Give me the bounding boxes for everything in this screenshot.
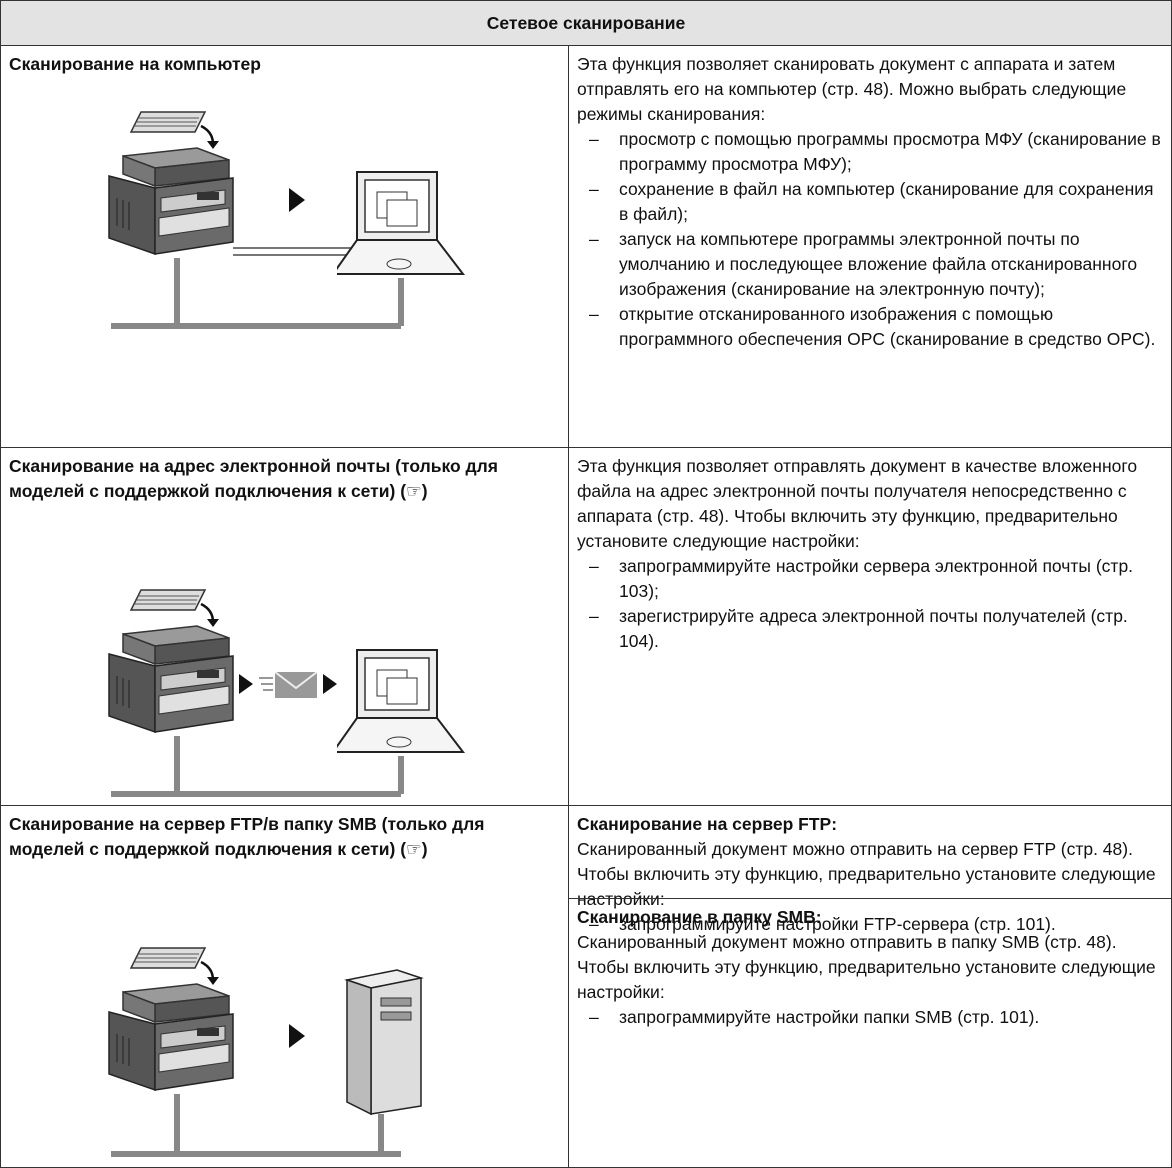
bullet: – — [589, 179, 599, 199]
list-item: – запрограммируйте настройки папки SMB (с… — [577, 1005, 1163, 1030]
section-heading: Сканирование на сервер FTP: — [577, 814, 838, 834]
row-left-cell: Сканирование на сервер FTP/в папку SMB (… — [0, 805, 569, 1168]
item-text: открытие отсканированного изображения с … — [619, 304, 1156, 349]
list-item: – открытие отсканированного изображения с… — [577, 302, 1163, 352]
item-text: запуск на компьютере программы электронн… — [619, 229, 1138, 299]
bullet: – — [589, 606, 599, 626]
row-left-cell: Сканирование на адрес электронной почты … — [0, 447, 569, 806]
item-text: сохранение в файл на компьютер (сканиров… — [619, 179, 1154, 224]
list-item: – зарегистрируйте адреса электронной почт… — [577, 604, 1163, 654]
row-right-cell: Эта функция позволяет сканировать докуме… — [568, 45, 1172, 448]
row-title: Сканирование на компьютер — [9, 54, 261, 74]
bullet-list: – просмотр с помощью программы просмотра … — [577, 127, 1163, 352]
bullet: – — [589, 914, 599, 934]
item-text: просмотр с помощью программы просмотра М… — [619, 129, 1161, 174]
row-title: Сканирование на сервер FTP/в папку SMB (… — [9, 814, 485, 859]
illustration — [107, 588, 464, 797]
section-cell: Сканирование в папку SMB: Сканированный … — [568, 898, 1172, 1168]
illustration — [107, 110, 464, 329]
item-text: запрограммируйте настройки папки SMB (ст… — [619, 1007, 1040, 1027]
section-heading: Сканирование в папку SMB: — [577, 907, 822, 927]
list-item: – запрограммируйте настройки FTP-сервера … — [577, 912, 1163, 937]
bullet: – — [589, 229, 599, 249]
list-item: – просмотр с помощью программы просмотра … — [577, 127, 1163, 177]
bullet: – — [589, 1007, 599, 1027]
list-item: – запрограммируйте настройки сервера элек… — [577, 554, 1163, 604]
bullet-list: – запрограммируйте настройки сервера элек… — [577, 554, 1163, 654]
bullet-list: – запрограммируйте настройки папки SMB (с… — [577, 1005, 1163, 1030]
list-item: – сохранение в файл на компьютер (сканиро… — [577, 177, 1163, 227]
paragraph: Сканированный документ можно отправить н… — [577, 839, 1156, 909]
table-header: Сетевое сканирование — [0, 0, 1172, 46]
row-title: Сканирование на адрес электронной почты … — [9, 456, 498, 501]
paragraph: Сканированный документ можно отправить в… — [577, 932, 1156, 1002]
row-right-cell: Эта функция позволяет отправлять докумен… — [568, 447, 1172, 806]
section-cell: Сканирование на сервер FTP: Сканированны… — [568, 805, 1172, 934]
paragraph: Эта функция позволяет отправлять докумен… — [577, 456, 1138, 551]
paragraph: Эта функция позволяет сканировать докуме… — [577, 54, 1127, 124]
bullet: – — [589, 556, 599, 576]
item-text: запрограммируйте настройки FTP-сервера (… — [619, 914, 1056, 934]
bullet: – — [589, 304, 599, 324]
list-item: – запуск на компьютере программы электрон… — [577, 227, 1163, 302]
item-text: зарегистрируйте адреса электронной почты… — [619, 606, 1128, 651]
row-left-cell: Сканирование на компьютер — [0, 45, 569, 448]
illustration — [107, 946, 422, 1157]
bullet-list: – запрограммируйте настройки FTP-сервера … — [577, 912, 1163, 937]
item-text: запрограммируйте настройки сервера элект… — [619, 556, 1134, 601]
bullet: – — [589, 129, 599, 149]
